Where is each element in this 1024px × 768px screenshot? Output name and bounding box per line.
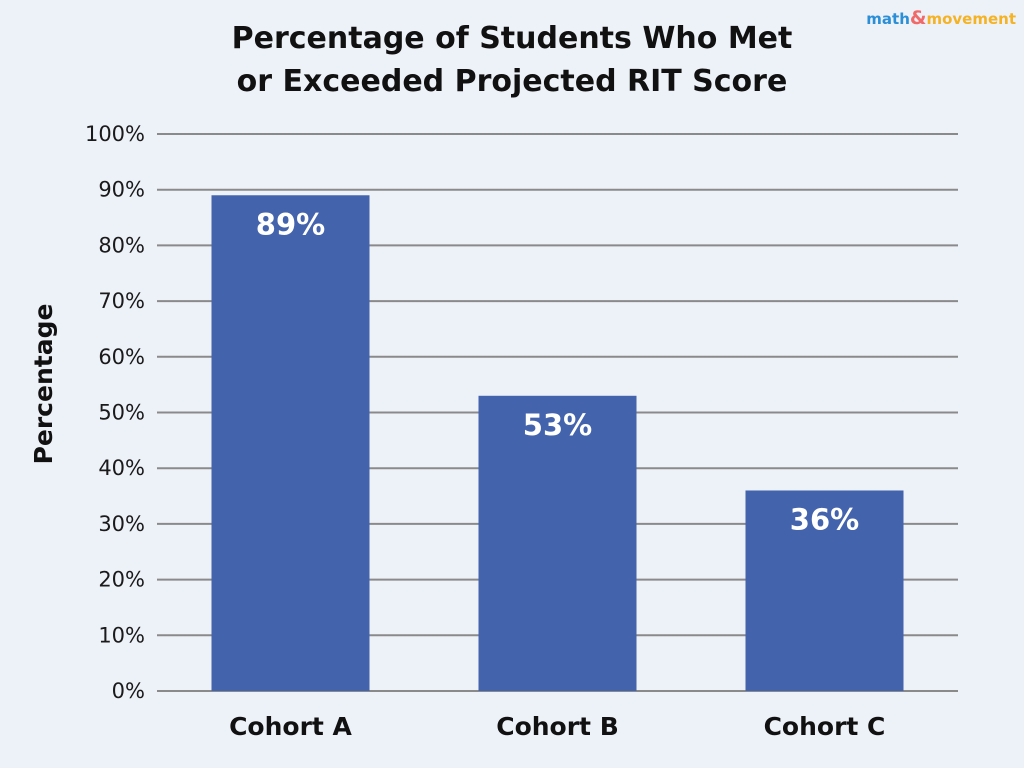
y-tick-label: 30% [98, 512, 145, 536]
x-category-label: Cohort C [764, 712, 886, 741]
y-tick-label: 60% [98, 345, 145, 369]
y-tick-label: 100% [85, 122, 145, 146]
bars [211, 195, 904, 691]
bar [745, 490, 904, 691]
bar [478, 395, 637, 691]
chart-title-line-2: or Exceeded Projected RIT Score [237, 64, 788, 99]
bar-value-label: 36% [790, 502, 859, 536]
brand-logo-ampersand: & [910, 7, 927, 29]
brand-logo-text: math&movement [866, 7, 1016, 29]
y-axis-label: Percentage [29, 304, 58, 465]
chart-title: Percentage of Students Who Met or Exceed… [232, 21, 793, 99]
y-tick-label: 0% [112, 679, 145, 703]
x-axis-categories: Cohort A Cohort B Cohort C [229, 712, 885, 741]
data-labels: 89% 53% 36% [256, 207, 859, 536]
y-tick-label: 50% [98, 401, 145, 425]
brand-logo-word-math: math [866, 10, 910, 28]
y-tick-label: 40% [98, 456, 145, 480]
bar-value-label: 53% [523, 408, 592, 442]
y-tick-label: 90% [98, 178, 145, 202]
y-tick-label: 10% [98, 623, 145, 647]
bar-value-label: 89% [256, 207, 325, 241]
chart-title-line-1: Percentage of Students Who Met [232, 21, 793, 56]
brand-logo: math&movement [866, 7, 1016, 29]
y-axis-ticks: 0% 10% 20% 30% 40% 50% 60% 70% 80% 90% 100% [85, 122, 145, 703]
x-category-label: Cohort B [496, 712, 619, 741]
y-tick-label: 20% [98, 568, 145, 592]
y-tick-label: 70% [98, 289, 145, 313]
y-tick-label: 80% [98, 233, 145, 257]
brand-logo-word-movement: movement [926, 10, 1016, 28]
bar [211, 195, 370, 691]
x-category-label: Cohort A [229, 712, 352, 741]
